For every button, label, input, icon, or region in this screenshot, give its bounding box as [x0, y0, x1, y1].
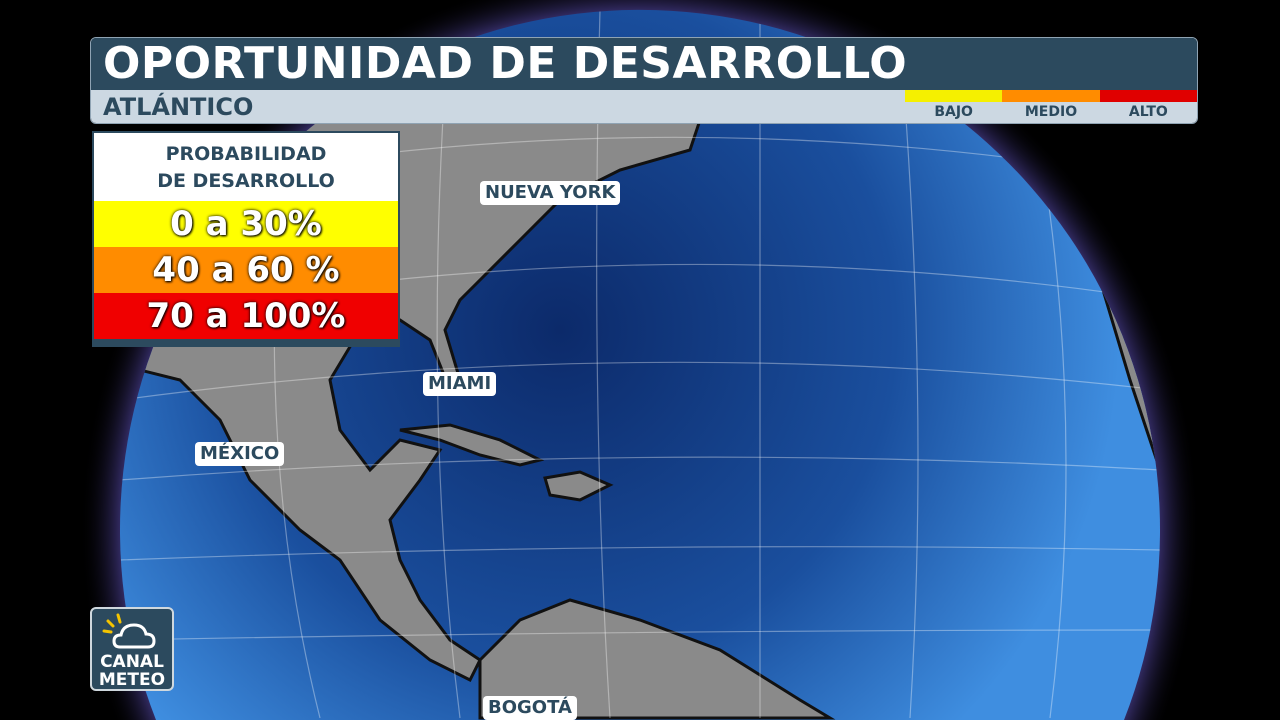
legend-title-line2: DE DESARROLLO: [157, 170, 335, 192]
scale-bar-medium: [1002, 90, 1100, 102]
page-title: OPORTUNIDAD DE DESARROLLO: [91, 38, 1197, 90]
city-label-mexico: MÉXICO: [195, 442, 285, 466]
scale-label-medium: MEDIO: [1024, 104, 1078, 120]
legend-title-line1: PROBABILIDAD: [165, 143, 327, 165]
risk-scale: BAJO MEDIO ALTO: [905, 90, 1197, 123]
city-label-nueva-york: NUEVA YORK: [480, 181, 621, 205]
legend-row-low: 0 a 30%: [94, 201, 398, 247]
scale-bar-high: [1099, 90, 1197, 102]
legend-title: PROBABILIDAD DE DESARROLLO: [94, 133, 398, 201]
logo-text-line2: METEO: [98, 670, 166, 690]
cuba-land: [399, 423, 545, 467]
scale-label-high: ALTO: [1128, 104, 1168, 120]
header-banner: OPORTUNIDAD DE DESARROLLO ATLÁNTICO BAJO…: [90, 37, 1198, 124]
city-label-bogota: BOGOTÁ: [483, 696, 577, 720]
scale-bar-low: [905, 90, 1003, 102]
legend-row-high: 70 a 100%: [94, 293, 398, 339]
scale-label-low: BAJO: [934, 104, 973, 120]
logo-text-line1: CANAL: [100, 652, 164, 672]
south-america-land: [478, 598, 836, 720]
canal-meteo-logo: CANAL METEO: [90, 607, 174, 691]
probability-legend: PROBABILIDAD DE DESARROLLO 0 a 30% 40 a 6…: [92, 131, 400, 347]
sun-cloud-icon: [102, 613, 156, 649]
city-label-miami: MIAMI: [423, 372, 497, 396]
hispaniola-land: [543, 470, 614, 502]
legend-row-medium: 40 a 60 %: [94, 247, 398, 293]
region-subtitle: ATLÁNTICO: [103, 93, 254, 121]
